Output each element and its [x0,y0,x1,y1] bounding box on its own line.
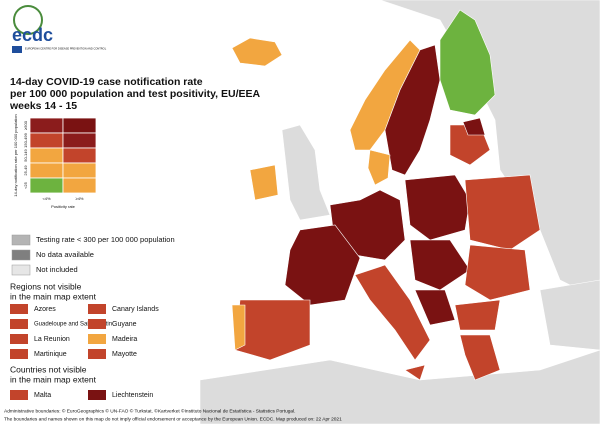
logo-globe [13,5,43,35]
legend-swatch [11,249,31,261]
legend-swatch [11,264,31,276]
legend-label: Madeira [112,336,137,343]
logo: ecdc [12,25,53,45]
legend-swatch [88,319,106,329]
matrix-cell [29,177,64,194]
legend-label: Azores [34,306,56,313]
legend-swatch [10,390,28,400]
row-label: <25 [23,181,28,189]
legend-label: Malta [34,392,51,399]
row-label: 50-149 [23,149,28,162]
matrix-cell [62,177,97,194]
legend-label: Guyane [112,321,137,328]
row-label: 150-499 [23,132,28,147]
legend-swatch [88,390,106,400]
matrix-cell [29,147,64,164]
map [199,0,600,424]
legend-label: Liechtenstein [112,392,153,399]
matrix-cell [62,162,97,179]
legend-label: Martinique [34,351,67,358]
legend-label: Mayotte [112,351,137,358]
legend-swatch [11,234,31,246]
legend-panel: ecdc EUROPEAN CENTRE FOR DISEASE PREVENTI… [4,5,342,422]
legend-swatch [88,334,106,344]
matrix-cell [29,162,64,179]
legend-label: Not included [36,265,78,274]
column-label: ≥4% [76,196,84,201]
footer: The boundaries and names shown on this m… [4,416,342,422]
legend-swatch [10,334,28,344]
y-axis-label: 14-day notification rate per 100 000 pop… [13,114,18,197]
section-heading: in the main map extent [10,374,97,384]
x-axis-label: Positivity rate [51,204,76,209]
column-label: <4% [42,196,51,201]
legend-label: Canary Islands [112,306,159,313]
legend-label: Testing rate < 300 per 100 000 populatio… [36,235,175,244]
org-name: EUROPEAN CENTRE FOR DISEASE PREVENTION A… [25,47,107,51]
matrix-cell [29,132,64,149]
legend-swatch [88,304,106,314]
footer: Administrative boundaries: © EuroGeograp… [4,407,295,414]
title: 14-day COVID-19 case notification rate [10,76,203,88]
legend-swatch [10,304,28,314]
title: weeks 14 - 15 [9,100,77,112]
eu-flag [12,46,22,53]
legend-label: La Reunion [34,336,70,343]
legend-swatch [88,349,106,359]
matrix-cell [62,117,97,134]
section-heading: in the main map extent [10,291,97,301]
matrix-cell [62,132,97,149]
legend-label: Guadeloupe and Saint Martin [34,322,112,328]
row-label: ≥500 [23,120,28,130]
matrix-cell [62,147,97,164]
legend-label: No data available [36,250,94,259]
matrix-cell [29,117,64,134]
legend-swatch [10,319,28,329]
title: per 100 000 population and test positivi… [10,88,261,100]
section-heading: Regions not visible [10,281,82,291]
section-heading: Countries not visible [10,364,87,374]
legend-swatch [10,349,28,359]
row-label: 25-49 [23,165,28,176]
